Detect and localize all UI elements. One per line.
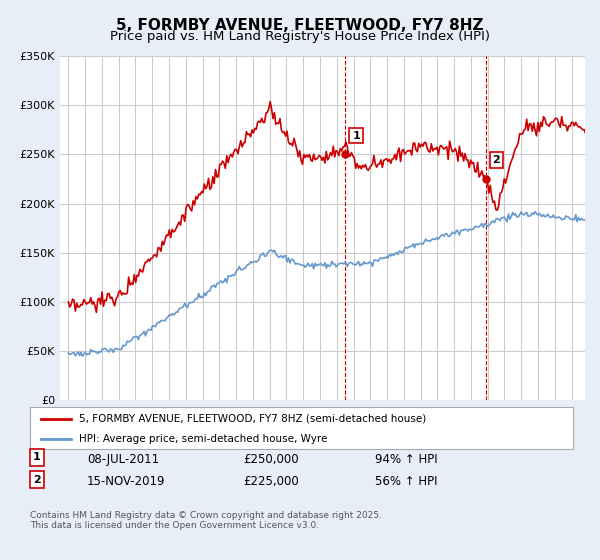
Text: 94% ↑ HPI: 94% ↑ HPI [375,452,437,466]
Text: HPI: Average price, semi-detached house, Wyre: HPI: Average price, semi-detached house,… [79,433,327,444]
Text: 2: 2 [493,155,500,165]
Text: 08-JUL-2011: 08-JUL-2011 [87,452,159,466]
Text: 2: 2 [33,475,41,485]
Text: Contains HM Land Registry data © Crown copyright and database right 2025.
This d: Contains HM Land Registry data © Crown c… [30,511,382,530]
Text: 5, FORMBY AVENUE, FLEETWOOD, FY7 8HZ (semi-detached house): 5, FORMBY AVENUE, FLEETWOOD, FY7 8HZ (se… [79,414,426,424]
Text: Price paid vs. HM Land Registry's House Price Index (HPI): Price paid vs. HM Land Registry's House … [110,30,490,43]
Text: 15-NOV-2019: 15-NOV-2019 [87,475,166,488]
Text: 5, FORMBY AVENUE, FLEETWOOD, FY7 8HZ: 5, FORMBY AVENUE, FLEETWOOD, FY7 8HZ [116,18,484,33]
Text: 1: 1 [33,452,41,463]
Text: £225,000: £225,000 [243,475,299,488]
Text: 56% ↑ HPI: 56% ↑ HPI [375,475,437,488]
Text: £250,000: £250,000 [243,452,299,466]
Text: 1: 1 [352,130,360,141]
